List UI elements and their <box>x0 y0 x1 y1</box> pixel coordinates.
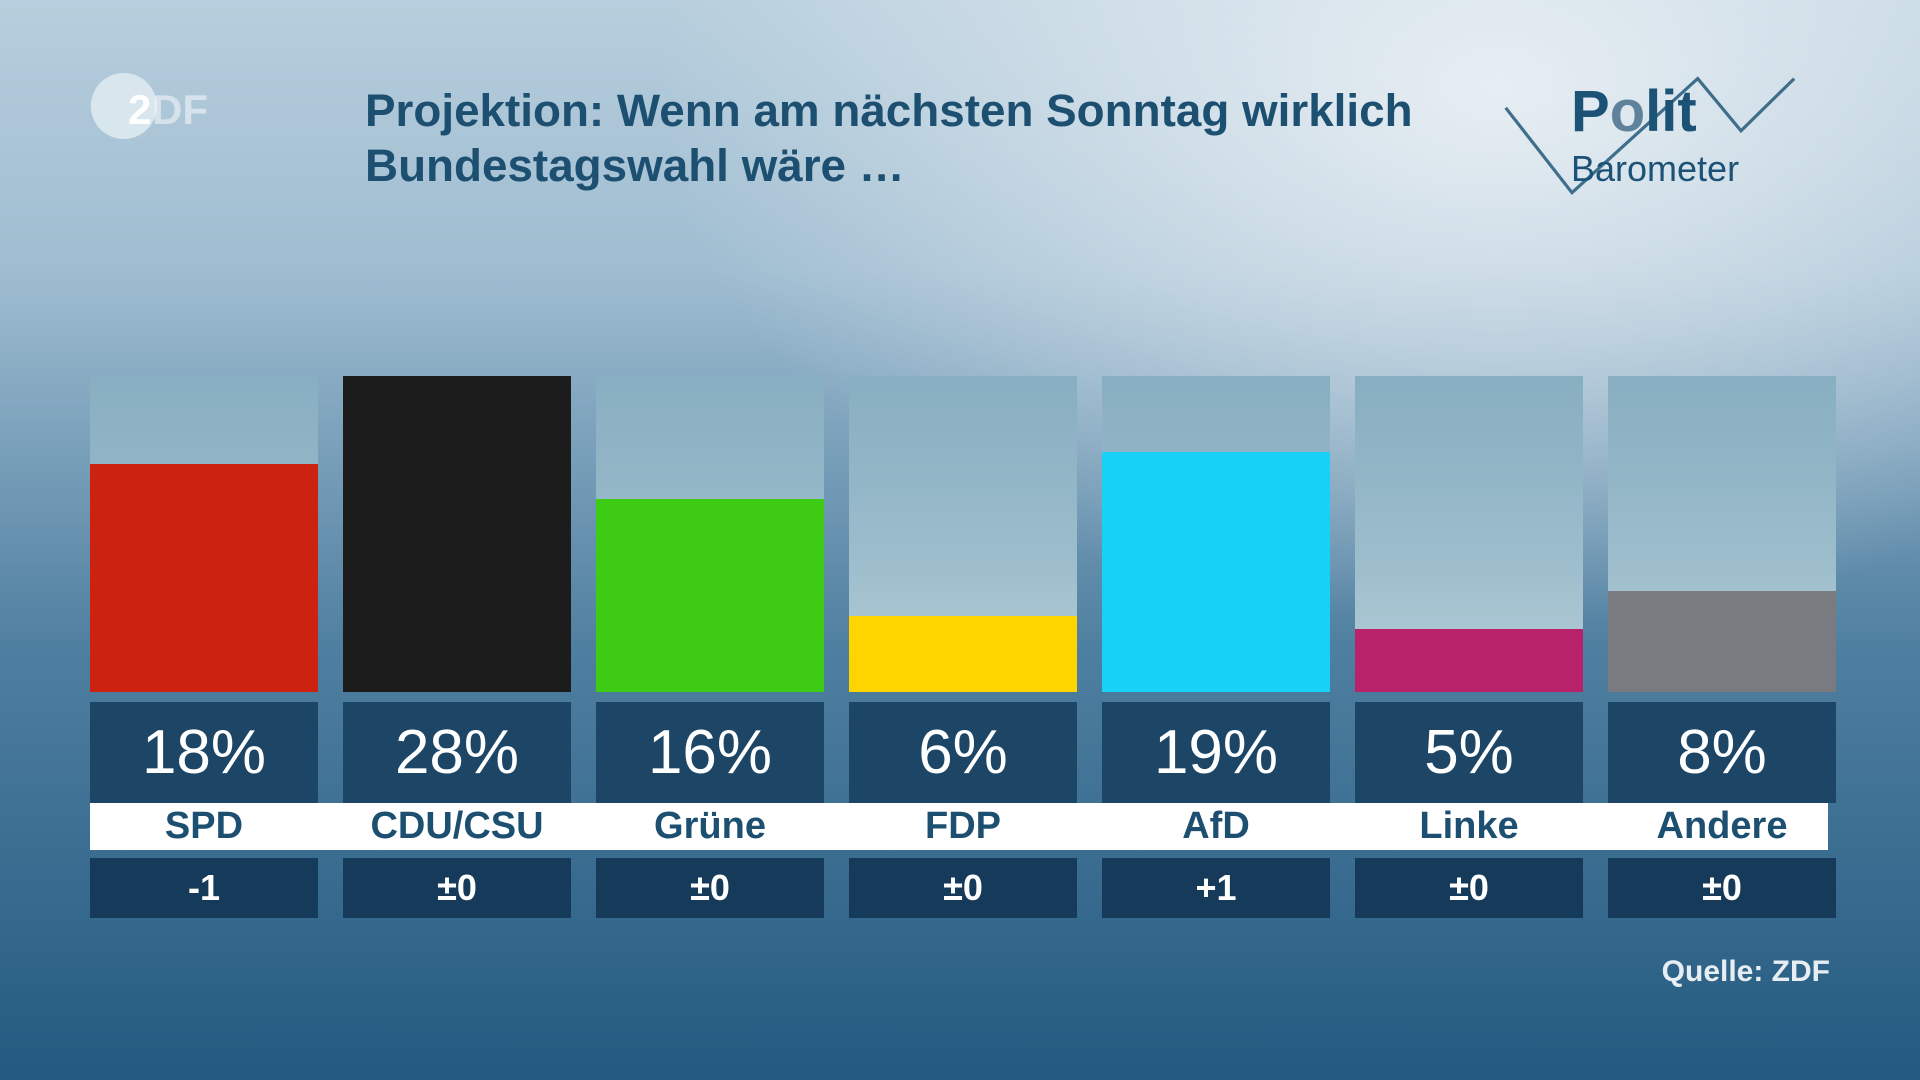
svg-text:2: 2 <box>128 86 150 133</box>
svg-text:DF: DF <box>152 86 208 133</box>
